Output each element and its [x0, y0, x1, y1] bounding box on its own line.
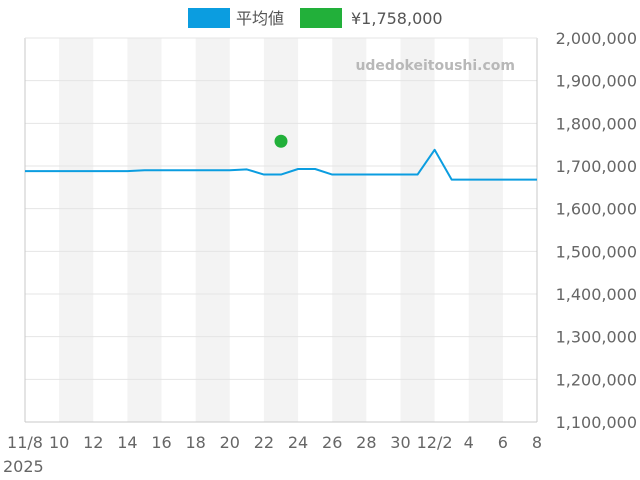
x-tick-label-12: 12/2 — [417, 433, 453, 452]
x-tick-label-2: 12 — [83, 433, 103, 452]
y-tick-label-7: 1,800,000 — [556, 114, 637, 133]
bg-band-6 — [468, 38, 503, 422]
x-tick-label-3: 14 — [117, 433, 137, 452]
x-tick-label-7: 22 — [254, 433, 274, 452]
x-tick-label-9: 26 — [322, 433, 342, 452]
x-tick-label-4: 16 — [151, 433, 171, 452]
x-tick-labels: 11/8 10 12 14 16 18 20 22 24 26 28 30 12/2 4 6 8 — [7, 433, 542, 452]
y-tick-label-3: 1,400,000 — [556, 285, 637, 304]
y-tick-labels: 1,100,000 1,200,000 1,300,000 1,400,000 1,50… — [556, 29, 637, 432]
y-tick-label-5: 1,600,000 — [556, 200, 637, 219]
y-tick-label-4: 1,500,000 — [556, 242, 637, 261]
y-tick-label-8: 1,900,000 — [556, 72, 637, 91]
y-tick-label-0: 1,100,000 — [556, 413, 637, 432]
x-tick-label-13: 4 — [464, 433, 474, 452]
y-tick-label-9: 2,000,000 — [556, 29, 637, 48]
x-tick-label-0: 11/8 — [7, 433, 43, 452]
bg-band-3 — [263, 38, 299, 422]
legend-label-point[interactable]: ¥1,758,000 — [351, 9, 443, 28]
x-tick-label-1: 10 — [49, 433, 69, 452]
y-tick-label-6: 1,700,000 — [556, 157, 637, 176]
x-tick-label-6: 20 — [220, 433, 240, 452]
legend[interactable]: 平均値 ¥1,758,000 — [188, 8, 443, 28]
bg-band-2 — [195, 38, 230, 422]
scatter-point-0[interactable] — [274, 134, 288, 148]
x-tick-label-5: 18 — [185, 433, 205, 452]
background-bands — [59, 38, 503, 422]
axes — [24, 37, 538, 423]
bg-band-4 — [332, 38, 367, 422]
bg-band-1 — [127, 38, 162, 422]
legend-swatch-point[interactable] — [300, 8, 342, 28]
watermark: udedokeitoushi.com — [355, 58, 515, 74]
x-year-label: 2025 — [3, 457, 44, 476]
bg-band-5 — [400, 38, 435, 422]
bg-band-0 — [59, 38, 94, 422]
x-tick-label-10: 28 — [356, 433, 376, 452]
legend-label-average[interactable]: 平均値 — [236, 9, 284, 28]
x-tick-label-15: 8 — [532, 433, 542, 452]
x-tick-label-14: 6 — [498, 433, 508, 452]
y-tick-label-2: 1,300,000 — [556, 328, 637, 347]
legend-swatch-average[interactable] — [188, 8, 230, 28]
series-layer — [24, 134, 538, 181]
x-tick-label-8: 24 — [288, 433, 308, 452]
x-tick-label-11: 30 — [390, 433, 410, 452]
y-tick-label-1: 1,200,000 — [556, 370, 637, 389]
